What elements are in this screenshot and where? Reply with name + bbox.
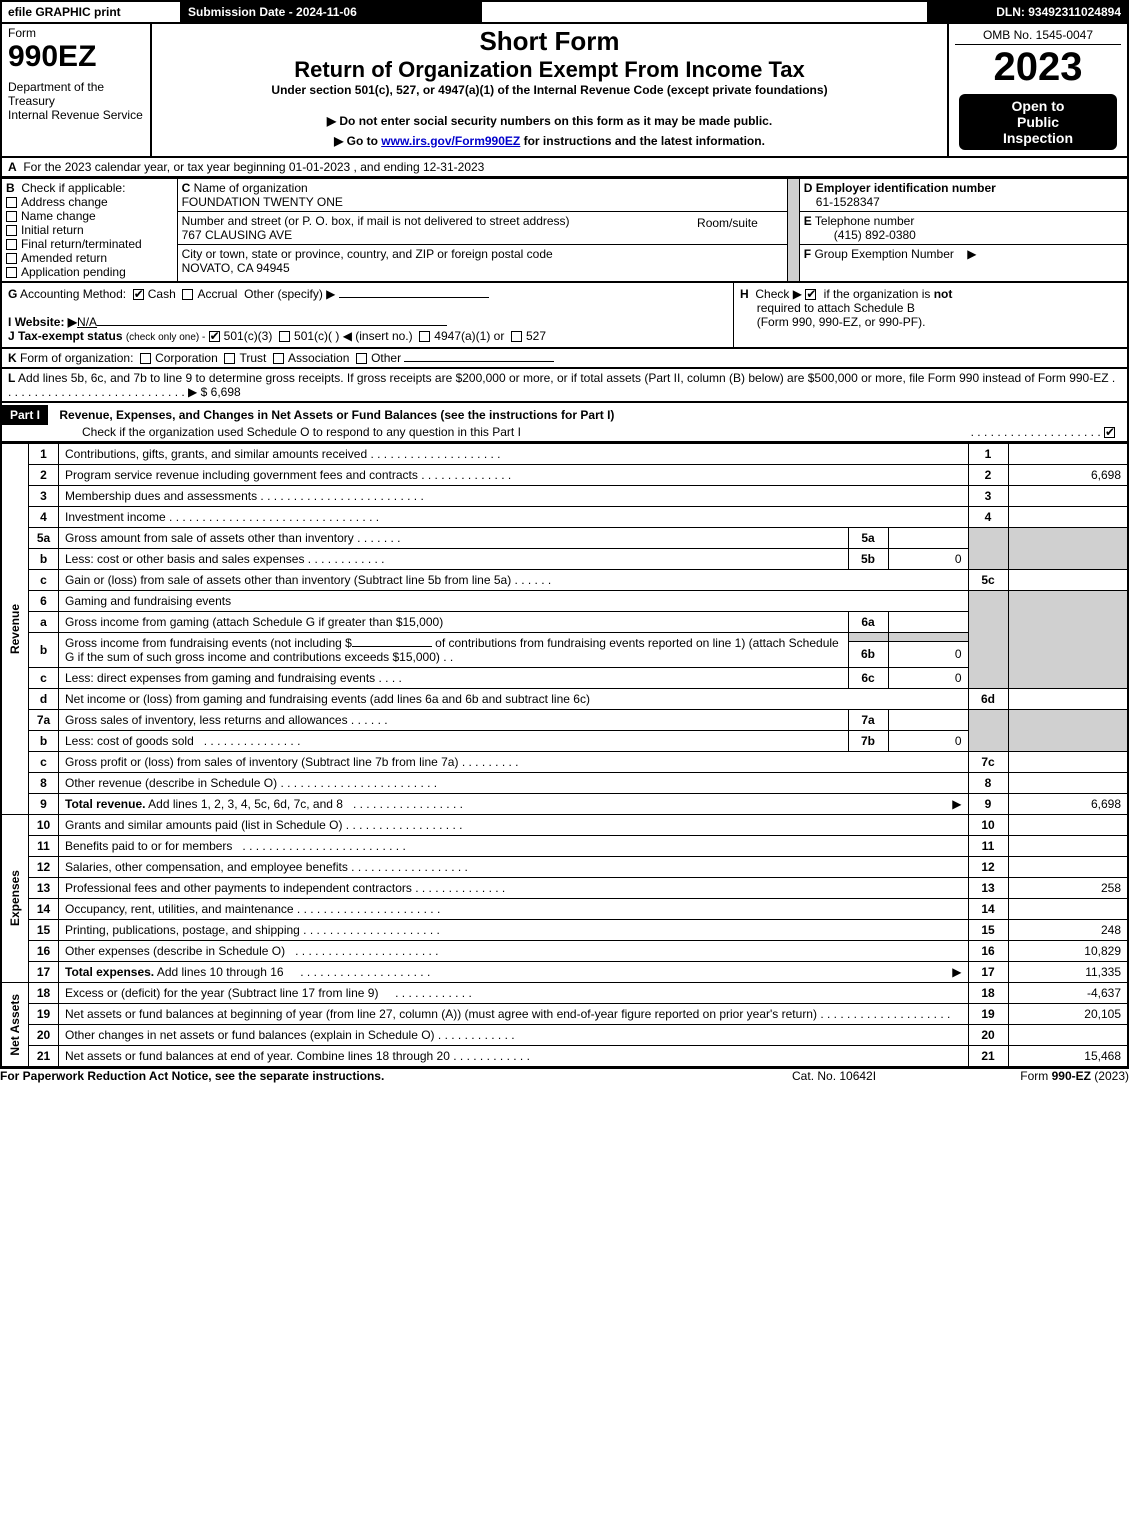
omb-number: OMB No. 1545-0047 <box>955 26 1121 45</box>
check-initial-return[interactable] <box>6 225 17 236</box>
check-final-return[interactable] <box>6 239 17 250</box>
check-schedule-o[interactable] <box>1104 427 1115 438</box>
irs-label: Internal Revenue Service <box>8 108 144 122</box>
ssn-warning: ▶ Do not enter social security numbers o… <box>158 114 941 128</box>
i-label: Website: ▶ <box>15 315 77 329</box>
check-amended-return[interactable] <box>6 253 17 264</box>
check-527[interactable] <box>511 331 522 342</box>
check-4947[interactable] <box>419 331 430 342</box>
check-501c[interactable] <box>279 331 290 342</box>
efile-label: efile GRAPHIC print <box>1 1 181 23</box>
b-label: Check if applicable: <box>21 181 125 195</box>
check-other-org[interactable] <box>356 353 367 364</box>
phone-value: (415) 892-0380 <box>804 228 916 242</box>
short-form-title: Short Form <box>158 26 941 57</box>
footer-mid: Cat. No. 10642I <box>752 1069 916 1084</box>
dln-label: DLN: 93492311024894 <box>928 1 1128 23</box>
c-name-label: Name of organization <box>194 181 308 195</box>
under-section: Under section 501(c), 527, or 4947(a)(1)… <box>158 83 941 97</box>
top-bar: efile GRAPHIC print Submission Date - 20… <box>0 0 1129 24</box>
g-label: Accounting Method: <box>20 287 126 301</box>
room-label: Room/suite <box>693 214 783 242</box>
footer-left: For Paperwork Reduction Act Notice, see … <box>0 1069 752 1084</box>
part-i-label: Part I <box>2 405 48 425</box>
city-label: City or town, state or province, country… <box>182 247 553 261</box>
check-schedule-b[interactable] <box>805 289 816 300</box>
expenses-sidebar: Expenses <box>8 870 22 926</box>
return-title: Return of Organization Exempt From Incom… <box>158 57 941 83</box>
street-label: Number and street (or P. O. box, if mail… <box>182 214 570 228</box>
line-l: L Add lines 5b, 6c, and 7b to line 9 to … <box>0 369 1129 403</box>
form-header: Form 990EZ Department of the Treasury In… <box>0 24 1129 158</box>
gross-receipts-value: 6,698 <box>211 385 241 399</box>
form-word: Form <box>8 26 144 40</box>
check-501c3[interactable] <box>209 331 220 342</box>
d-label: Employer identification number <box>816 181 996 195</box>
check-cash[interactable] <box>133 289 144 300</box>
check-corporation[interactable] <box>140 353 151 364</box>
f-label: Group Exemption Number <box>814 247 953 261</box>
tax-year: 2023 <box>955 45 1121 90</box>
ein-value: 61-1528347 <box>804 195 880 209</box>
dept-label: Department of the Treasury <box>8 80 144 108</box>
check-trust[interactable] <box>224 353 235 364</box>
check-name-change[interactable] <box>6 211 17 222</box>
city-value: NOVATO, CA 94945 <box>182 261 290 275</box>
website-value: N/A <box>77 315 97 329</box>
revenue-sidebar: Revenue <box>8 604 22 654</box>
goto-link[interactable]: ▶ Go to www.irs.gov/Form990EZ for instru… <box>158 134 941 148</box>
part-i-check-text: Check if the organization used Schedule … <box>2 425 521 439</box>
check-association[interactable] <box>273 353 284 364</box>
part-i-desc: Revenue, Expenses, and Changes in Net As… <box>51 408 614 422</box>
netassets-sidebar: Net Assets <box>8 994 22 1056</box>
org-name: FOUNDATION TWENTY ONE <box>182 195 343 209</box>
form-number: 990EZ <box>8 40 144 74</box>
line-a: A For the 2023 calendar year, or tax yea… <box>0 158 1129 178</box>
footer-right: Form 990-EZ (2023) <box>916 1069 1129 1084</box>
line-k: K Form of organization: Corporation Trus… <box>0 349 1129 369</box>
street-value: 767 CLAUSING AVE <box>182 228 293 242</box>
check-accrual[interactable] <box>182 289 193 300</box>
part-i-table: Revenue 1Contributions, gifts, grants, a… <box>0 443 1129 1068</box>
submission-date: Submission Date - 2024-11-06 <box>181 1 481 23</box>
check-application-pending[interactable] <box>6 267 17 278</box>
open-inspection-badge: Open to Public Inspection <box>959 94 1117 150</box>
check-address-change[interactable] <box>6 197 17 208</box>
e-label: Telephone number <box>815 214 914 228</box>
